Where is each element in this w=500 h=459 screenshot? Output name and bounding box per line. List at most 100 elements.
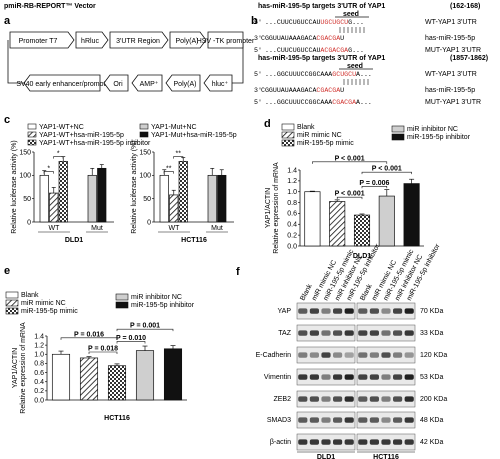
pvalue-bracket	[312, 161, 388, 164]
bar-2	[58, 160, 68, 223]
bar-1	[79, 357, 99, 401]
legend-label-0: Blank	[21, 292, 39, 299]
blot-band	[393, 439, 403, 445]
legend-swatch-1	[27, 131, 37, 138]
sv40-label: SV40 early enhancer/promoter	[16, 81, 112, 88]
panel-label-f: f	[236, 266, 240, 278]
vector-loop-left	[7, 40, 30, 84]
y-tick-label: 0.4	[287, 222, 297, 229]
blot-band	[393, 374, 403, 380]
blot-band	[309, 374, 319, 380]
y-tick-label: 0.2	[287, 232, 297, 239]
strand-end-1-2: 5'	[254, 99, 262, 106]
bar-3	[87, 174, 97, 223]
seq-pre: ...CUUCUGUCCAU	[265, 47, 320, 54]
size-label: 200 KDa	[420, 396, 447, 403]
bar-4	[403, 183, 420, 247]
amp-element	[131, 74, 163, 92]
group-label-mut: Mut	[211, 225, 223, 232]
blot-band	[358, 330, 368, 336]
sequence-0-0: ...CUUCUGUCCAUUGCUGCUG...	[265, 19, 364, 26]
legend-label-2: YAP1-WT+hsa-miR-195-5p inhibitor	[39, 140, 151, 147]
x-axis-label: DLD1	[353, 253, 371, 260]
yap1-expression-chart-dld1: 0.0 0.2 0.4 0.6 0.8 1.0 1.2 1.4 Relative express…	[265, 155, 424, 260]
seq-post: A...	[356, 99, 372, 106]
sequence-0-1: CGGUUAUAAAGACACGACGAU	[261, 35, 344, 42]
group-label-mut: Mut	[91, 225, 103, 232]
hsv-tk-element	[207, 31, 244, 49]
seq-post: G...	[348, 47, 364, 54]
seq-seed-highlight: CGACGA	[332, 99, 356, 106]
y-tick-label: 0.8	[287, 200, 297, 207]
seed-label-0: seed	[343, 11, 359, 18]
pvalue-label: P = 0.010	[116, 335, 146, 342]
blot-band	[333, 330, 343, 336]
blot-band	[393, 308, 403, 314]
pvalue-bracket	[361, 185, 388, 189]
legend-label-0: YAP1-WT+NC	[39, 124, 84, 131]
size-label: 48 KDa	[420, 417, 443, 424]
strand-end-0-2: 5'	[254, 47, 262, 54]
blot-band	[358, 417, 368, 423]
blot-band	[358, 439, 368, 445]
blot-band	[321, 374, 331, 380]
blot-band	[344, 374, 354, 380]
strand-end-0-0: 5'	[254, 19, 262, 26]
y-tick-label: 100	[19, 173, 31, 180]
blot-band	[404, 308, 414, 314]
seq-seed-highlight: ACGACGA	[320, 47, 348, 54]
legend-swatch-4	[391, 133, 405, 141]
bar-3	[207, 174, 217, 223]
pvalue-label: P = 0.018	[88, 346, 118, 353]
blot-band	[404, 439, 414, 445]
blot-band	[344, 352, 354, 358]
seq-seed-highlight: GCUGCU	[332, 71, 356, 78]
hluc-element	[203, 74, 233, 92]
sequence-label-0-1: has-miR-195-5p	[425, 35, 475, 42]
legend-label-4: miR-195-5p inhibitor	[407, 134, 471, 141]
blot-band	[333, 396, 343, 402]
blot-band	[393, 330, 403, 336]
legend-label-3: miR inhibitor NC	[131, 294, 182, 301]
y-tick-label: 0.2	[34, 388, 44, 395]
bar-0	[39, 174, 49, 223]
blot-band	[333, 308, 343, 314]
blot-band	[369, 330, 379, 336]
legend-swatch-3	[391, 125, 405, 133]
blot-band	[344, 439, 354, 445]
legend-swatch-2	[281, 139, 295, 147]
pvalue-label: P = 0.016	[74, 331, 104, 338]
strand-end-1-0: 5'	[254, 71, 262, 78]
sequence-1-2: ...GGCUUUCCGGCAAACGACGAA...	[265, 99, 372, 106]
blot-band	[333, 352, 343, 358]
blot-band	[369, 374, 379, 380]
target-title-0: has-miR-195-5p targets 3'UTR of YAP1	[258, 3, 385, 10]
seq-post: U	[340, 35, 344, 42]
blot-band	[404, 417, 414, 423]
legend-label-0: Blank	[297, 124, 315, 131]
seq-pre: ...CUUCUGUCCAU	[265, 19, 320, 26]
pvalue-bracket	[116, 328, 174, 332]
blot-band	[298, 417, 308, 423]
y-tick-label: 150	[139, 149, 151, 156]
sequence-label-1-1: has-miR-195-5p	[425, 87, 475, 94]
protein-label: SMAD3	[267, 417, 291, 424]
bar-1	[329, 201, 346, 247]
vector-row-1: Promoter T7 hRluc 3'UTR Region Poly(A) H…	[9, 31, 255, 49]
ori-element	[103, 74, 129, 92]
y-tick-label: 0.0	[287, 243, 297, 250]
pvalue-bracket	[336, 196, 363, 200]
pvalue-label: P < 0.001	[335, 191, 365, 198]
blot-band	[309, 396, 319, 402]
blot-band	[344, 396, 354, 402]
bar-0	[159, 174, 169, 223]
vector-row-2: SV40 early enhancer/promoter Ori AMP⁺ Po…	[16, 74, 233, 92]
panel-label-d: d	[264, 118, 271, 130]
x-axis-label: HCT116	[104, 415, 130, 422]
blot-band	[298, 352, 308, 358]
hrluc-element	[75, 31, 109, 49]
polya-label-2: Poly(A)	[174, 81, 197, 88]
ori-label: Ori	[113, 81, 123, 88]
